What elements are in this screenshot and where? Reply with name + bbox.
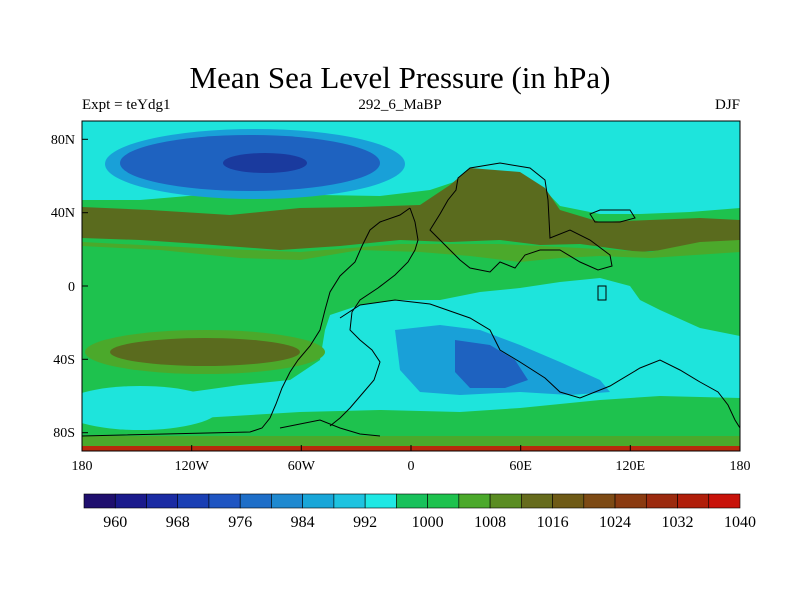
equator-ridge bbox=[82, 240, 740, 262]
north-low-core bbox=[223, 153, 307, 173]
colorbar-swatch bbox=[614, 493, 647, 509]
x-tick-label: 0 bbox=[408, 459, 415, 474]
colorbar-swatch bbox=[458, 493, 491, 509]
southwest-low-blob bbox=[82, 386, 220, 430]
colorbar-swatch bbox=[146, 493, 179, 509]
pressure-field bbox=[82, 121, 740, 451]
x-tick-label: 60W bbox=[288, 459, 316, 474]
coastline-america-east bbox=[329, 207, 419, 427]
colorbar-swatch bbox=[427, 493, 460, 509]
colorbar-label: 1016 bbox=[537, 514, 569, 531]
x-tick-label: 120W bbox=[175, 459, 210, 474]
x-tick-labels: 180 120W 60W 0 60E 120E 180 bbox=[72, 459, 751, 474]
y-tick-label: 80S bbox=[53, 426, 75, 441]
colorbar-swatch bbox=[364, 493, 397, 509]
south-low-deep bbox=[455, 340, 528, 388]
coastline-america bbox=[82, 207, 411, 437]
colorbar-swatch bbox=[708, 493, 741, 509]
y-tick-label: 80N bbox=[51, 133, 75, 148]
colorbar-label: 1032 bbox=[662, 514, 694, 531]
colorbar-swatch bbox=[239, 493, 272, 509]
coastline-africa bbox=[339, 299, 740, 429]
colorbar-label: 968 bbox=[166, 514, 190, 531]
coastline-australia bbox=[589, 209, 636, 223]
south-high-core bbox=[110, 338, 300, 366]
x-tick-label: 120E bbox=[616, 459, 646, 474]
x-tick-label: 180 bbox=[730, 459, 751, 474]
colorbar-swatch bbox=[333, 493, 366, 509]
colorbar-swatch bbox=[489, 493, 522, 509]
colorbar-swatch bbox=[83, 493, 116, 509]
colorbar-swatch bbox=[552, 493, 585, 509]
y-tick-label: 40N bbox=[51, 206, 75, 221]
colorbar-swatch bbox=[396, 493, 428, 509]
y-tick-label: 40S bbox=[53, 353, 75, 368]
colorbar-swatch bbox=[271, 493, 303, 509]
colorbar-swatch bbox=[521, 493, 553, 509]
coastline-island bbox=[597, 285, 607, 301]
colorbar-label: 976 bbox=[228, 514, 252, 531]
x-tick-label: 60E bbox=[509, 459, 532, 474]
colorbar-swatch bbox=[177, 493, 210, 509]
y-tick-labels: 80N 40N 0 40S 80S bbox=[51, 133, 75, 441]
colorbar-label: 960 bbox=[103, 514, 127, 531]
y-tick-marks bbox=[82, 138, 88, 434]
colorbar-label: 1000 bbox=[412, 514, 444, 531]
colorbar-label: 1008 bbox=[474, 514, 506, 531]
experiment-label: Expt = teYdg1 bbox=[82, 97, 171, 113]
map-title: Mean Sea Level Pressure (in hPa) bbox=[189, 60, 611, 95]
colorbar-swatch bbox=[677, 493, 710, 509]
colorbar-swatch bbox=[208, 493, 241, 509]
colorbar-swatch bbox=[645, 493, 678, 509]
colorbar-swatch bbox=[583, 493, 616, 509]
colorbar-labels: 960 968 976 984 992 1000 1008 1016 1024 1032 1040 bbox=[103, 514, 756, 531]
x-tick-marks bbox=[81, 445, 741, 451]
x-tick-label: 180 bbox=[72, 459, 93, 474]
period-label: 292_6_MaBP bbox=[358, 97, 442, 113]
colorbar-label: 992 bbox=[353, 514, 377, 531]
coastline-antarctic bbox=[279, 419, 381, 437]
y-tick-label: 0 bbox=[68, 280, 75, 295]
colorbar-swatch bbox=[302, 493, 335, 509]
colorbar-label: 1040 bbox=[724, 514, 756, 531]
season-label: DJF bbox=[714, 97, 740, 113]
polar-high-belt bbox=[82, 436, 740, 446]
colorbar-swatch bbox=[114, 493, 147, 509]
colorbar-label: 984 bbox=[291, 514, 315, 531]
colorbar bbox=[83, 493, 741, 509]
coastlines bbox=[82, 162, 740, 437]
colorbar-label: 1024 bbox=[599, 514, 631, 531]
coastline-eurasia bbox=[429, 162, 613, 273]
